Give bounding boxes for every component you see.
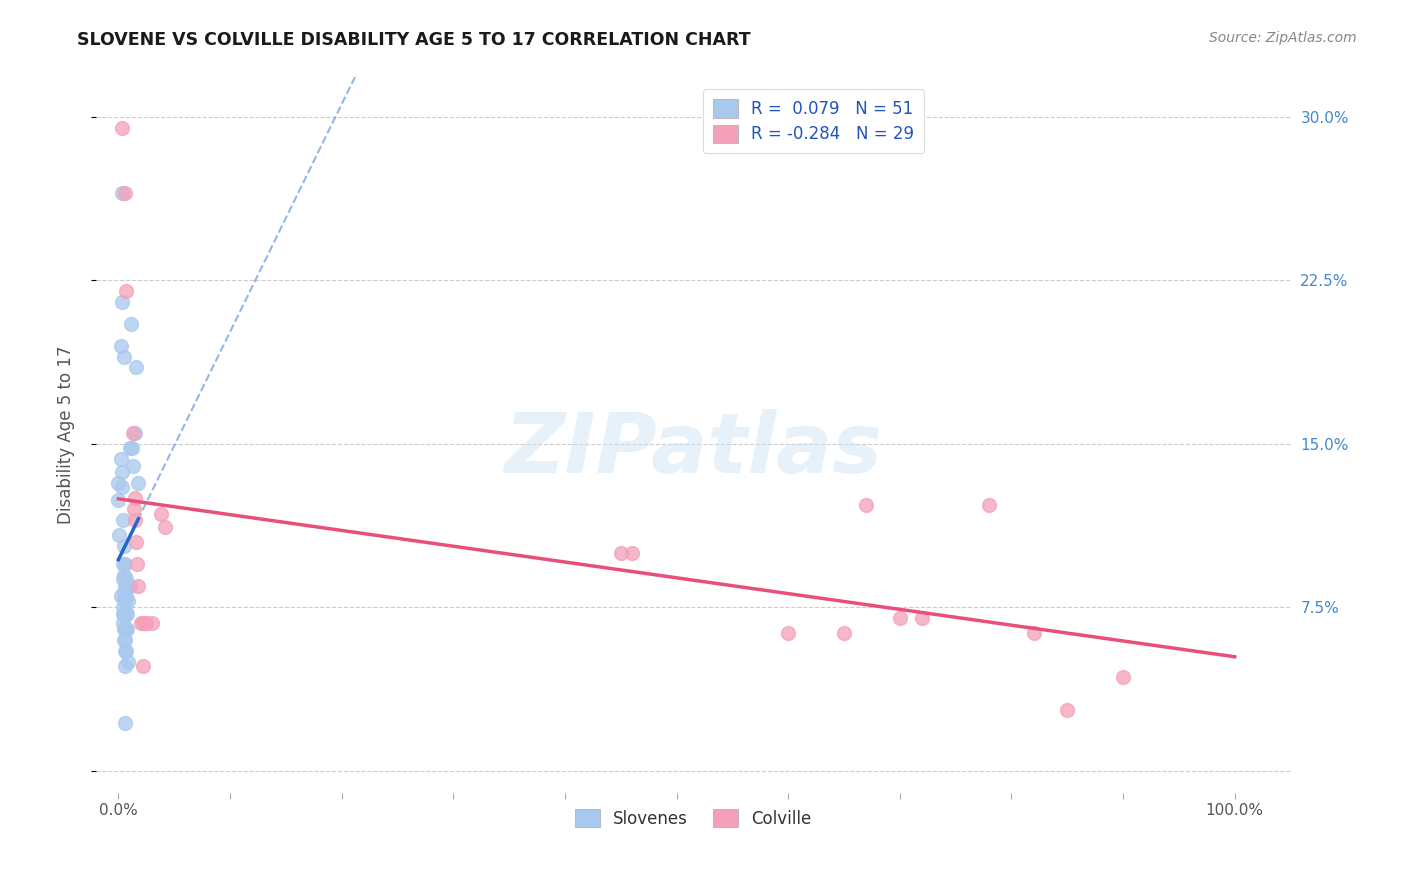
Point	[114, 633, 136, 648]
Point	[107, 476, 129, 491]
Point	[117, 594, 139, 608]
Point	[121, 458, 143, 473]
Point	[135, 615, 157, 630]
Text: Source: ZipAtlas.com: Source: ZipAtlas.com	[1209, 31, 1357, 45]
Point	[110, 452, 132, 467]
Point	[889, 611, 911, 625]
Point	[121, 425, 143, 440]
Point	[1112, 670, 1135, 684]
Point	[122, 502, 145, 516]
Point	[115, 644, 138, 658]
Point	[112, 585, 135, 599]
Point	[1022, 626, 1045, 640]
Point	[118, 441, 141, 455]
Legend: Slovenes, Colville: Slovenes, Colville	[568, 803, 818, 834]
Point	[108, 528, 131, 542]
Point	[115, 622, 138, 636]
Point	[135, 615, 157, 630]
Point	[111, 572, 134, 586]
Point	[112, 633, 135, 648]
Point	[117, 622, 139, 636]
Point	[120, 317, 142, 331]
Point	[111, 607, 134, 621]
Point	[149, 507, 172, 521]
Point	[112, 591, 135, 606]
Point	[112, 567, 135, 582]
Point	[114, 594, 136, 608]
Point	[1056, 703, 1078, 717]
Point	[129, 615, 152, 630]
Point	[115, 572, 138, 586]
Point	[112, 622, 135, 636]
Point	[114, 644, 136, 658]
Point	[112, 539, 135, 553]
Point	[114, 578, 136, 592]
Text: ZIPatlas: ZIPatlas	[505, 409, 882, 490]
Point	[124, 513, 146, 527]
Point	[114, 186, 136, 200]
Point	[855, 498, 877, 512]
Point	[124, 425, 146, 440]
Point	[111, 186, 134, 200]
Point	[117, 578, 139, 592]
Point	[117, 607, 139, 621]
Point	[121, 441, 143, 455]
Point	[132, 659, 155, 673]
Point	[155, 519, 177, 533]
Point	[115, 284, 138, 298]
Point	[110, 338, 132, 352]
Point	[115, 605, 138, 619]
Point	[111, 480, 134, 494]
Point	[115, 590, 138, 604]
Point	[112, 350, 135, 364]
Point	[979, 498, 1001, 512]
Point	[111, 600, 134, 615]
Point	[111, 120, 134, 135]
Point	[132, 615, 155, 630]
Point	[778, 626, 800, 640]
Point	[110, 590, 132, 604]
Point	[127, 476, 149, 491]
Point	[112, 607, 135, 621]
Point	[125, 535, 148, 549]
Point	[124, 491, 146, 506]
Point	[118, 578, 141, 592]
Point	[609, 546, 631, 560]
Point	[114, 557, 136, 571]
Point	[107, 493, 129, 508]
Point	[111, 295, 134, 310]
Point	[114, 622, 136, 636]
Point	[141, 615, 163, 630]
Point	[111, 465, 134, 479]
Point	[125, 360, 148, 375]
Text: SLOVENE VS COLVILLE DISABILITY AGE 5 TO 17 CORRELATION CHART: SLOVENE VS COLVILLE DISABILITY AGE 5 TO …	[77, 31, 751, 49]
Point	[111, 615, 134, 630]
Point	[114, 715, 136, 730]
Point	[127, 578, 149, 592]
Point	[620, 546, 643, 560]
Point	[111, 557, 134, 571]
Y-axis label: Disability Age 5 to 17: Disability Age 5 to 17	[58, 346, 75, 524]
Point	[117, 655, 139, 669]
Point	[911, 611, 934, 625]
Point	[832, 626, 855, 640]
Point	[114, 607, 136, 621]
Point	[127, 557, 149, 571]
Point	[111, 513, 134, 527]
Point	[114, 659, 136, 673]
